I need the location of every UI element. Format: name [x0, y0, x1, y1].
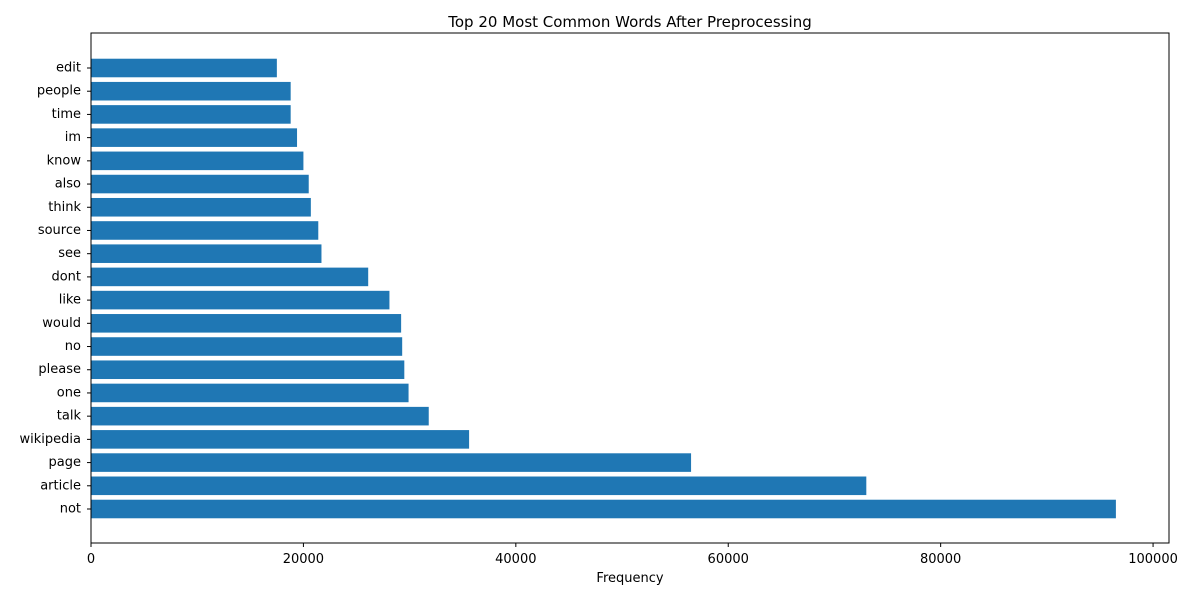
bar-article	[91, 476, 867, 496]
bar-page	[91, 453, 692, 472]
bar-no	[91, 337, 403, 356]
bar-dont	[91, 267, 369, 287]
y-tick-label: talk	[57, 409, 82, 424]
bar-talk	[91, 406, 429, 426]
bar-also	[91, 174, 309, 194]
bar-time	[91, 105, 291, 124]
bar-think	[91, 197, 311, 217]
y-tick-label: know	[47, 153, 82, 168]
y-tick-label: think	[48, 200, 81, 215]
plot-frame	[90, 32, 1170, 544]
bar-one	[91, 383, 409, 403]
y-tick-label: im	[65, 130, 81, 145]
chart-title: Top 20 Most Common Words After Preproces…	[447, 13, 811, 31]
y-tick-label: no	[65, 339, 81, 354]
y-tick-label: please	[38, 362, 81, 377]
x-axis: 0 20000 40000 60000 80000 100000	[87, 543, 1178, 567]
y-tick-label: would	[42, 316, 81, 331]
bar-wikipedia	[91, 430, 470, 449]
y-tick-label: one	[57, 385, 81, 400]
bar-see	[91, 244, 322, 263]
bar-not	[91, 499, 1116, 519]
y-axis: not article page wikipedia talk one please no wo…	[20, 61, 91, 517]
bar-please	[91, 360, 405, 380]
y-tick-label: dont	[51, 269, 81, 284]
bar-would	[91, 314, 402, 333]
x-tick-label: 20000	[283, 552, 324, 567]
bar-know	[91, 151, 304, 171]
y-tick-label: people	[37, 84, 81, 99]
y-tick-label: edit	[56, 61, 81, 76]
bar-edit	[91, 58, 277, 78]
y-tick-label: source	[38, 223, 81, 238]
bar-like	[91, 290, 390, 310]
y-tick-label: see	[58, 246, 81, 261]
y-tick-label: wikipedia	[20, 432, 81, 447]
x-tick-label: 100000	[1128, 552, 1178, 567]
x-axis-title: Frequency	[596, 571, 663, 586]
bar-people	[91, 81, 291, 101]
y-tick-label: like	[59, 293, 81, 308]
x-tick-label: 80000	[920, 552, 961, 567]
y-tick-label: also	[55, 177, 81, 192]
y-tick-label: not	[60, 502, 81, 517]
y-tick-label: article	[40, 478, 81, 493]
bars-layer	[91, 58, 1116, 519]
y-tick-label: page	[49, 455, 81, 470]
bar-im	[91, 128, 298, 147]
x-tick-label: 40000	[495, 552, 536, 567]
bar-source	[91, 221, 319, 240]
y-tick-label: time	[52, 107, 81, 122]
x-tick-label: 0	[87, 552, 95, 567]
x-tick-label: 60000	[708, 552, 749, 567]
